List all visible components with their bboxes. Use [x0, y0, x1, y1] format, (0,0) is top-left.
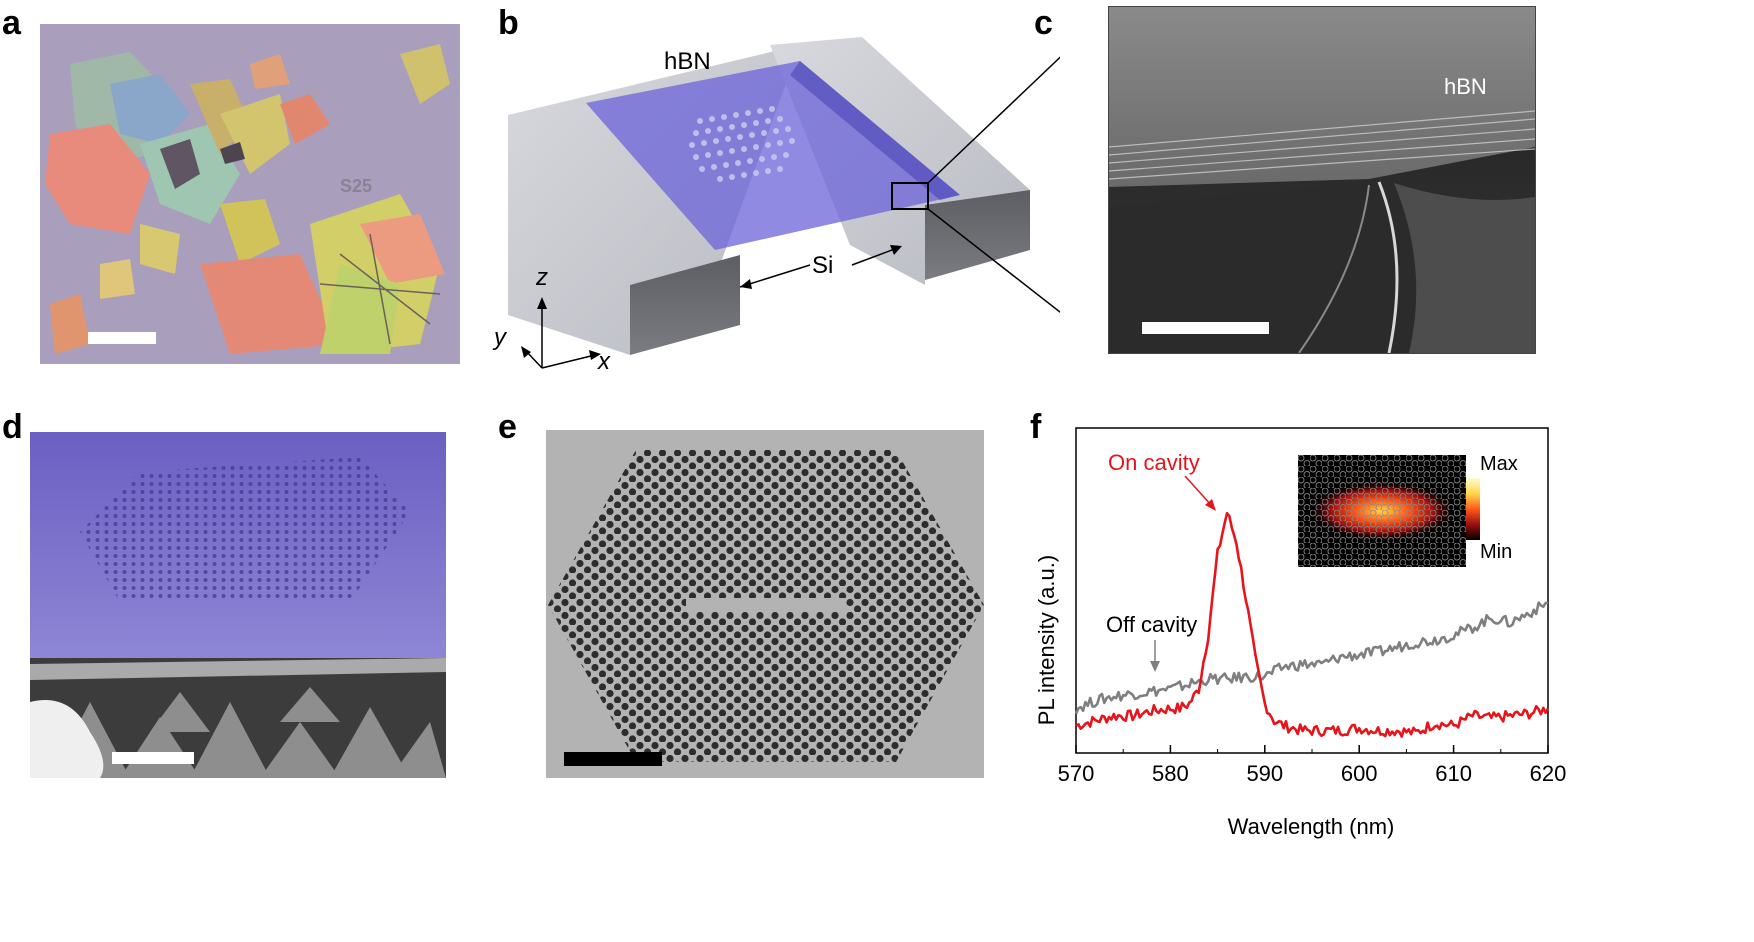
panel-a-optical-image: S25 [40, 24, 460, 364]
x-tick-label: 570 [1058, 761, 1095, 786]
panel-c-sem-image [1108, 6, 1536, 354]
off-cavity-label: Off cavity [1106, 612, 1198, 637]
x-tick-label: 610 [1435, 761, 1472, 786]
on-cavity-arrow [1184, 475, 1213, 507]
colorbar [1466, 478, 1480, 540]
x-tick-label: 580 [1152, 761, 1189, 786]
colorbar-min-label: Min [1480, 541, 1513, 563]
panel-f-letter: f [1030, 408, 1042, 446]
panel-e-scale-bar [564, 752, 662, 766]
x-tick-label: 620 [1530, 761, 1567, 786]
panel-c-hbn-label: hBN [1444, 74, 1487, 99]
panel-d-sem-image [30, 432, 446, 778]
series-line [1074, 601, 1549, 715]
panel-e-letter: e [498, 408, 517, 446]
on-cavity-arrowhead [1205, 499, 1216, 511]
panel-a-letter: a [2, 4, 21, 42]
panel-c-letter: c [1034, 4, 1053, 42]
series-layer [1074, 475, 1550, 738]
off-cavity-arrowhead [1150, 661, 1160, 672]
panel-c-scale-bar [1142, 322, 1269, 334]
on-cavity-label: On cavity [1108, 450, 1200, 475]
colorbar-max-label: Max [1480, 453, 1518, 475]
x-axis-label: Wavelength (nm) [1228, 814, 1395, 839]
panel-b-device-schematic [470, 4, 1116, 390]
series-on-cavity [1075, 511, 1550, 738]
series-line [1075, 511, 1550, 738]
panel-b-axis-y: y [494, 324, 506, 351]
panel-b-letter: b [498, 4, 519, 42]
panel-f-chart: 570 580 590 600 610 620 Wavelength (nm) PL in… [1034, 427, 1567, 839]
svg-text:S25: S25 [340, 176, 372, 196]
panel-e-sem-image [546, 430, 984, 778]
x-tick-label: 590 [1246, 761, 1283, 786]
panel-b-si-label: Si [812, 252, 834, 279]
panel-d-scale-bar [112, 752, 194, 764]
mode-profile-inset [1298, 455, 1466, 567]
ticks-layer: 570 580 590 600 610 620 [1058, 745, 1567, 786]
panel-b-axis-x: x [598, 348, 610, 375]
panel-b-hbn-label: hBN [664, 48, 711, 75]
panel-a-scale-bar [88, 332, 156, 344]
series-off-cavity [1074, 601, 1549, 715]
panel-b-axis-z: z [536, 264, 548, 291]
y-axis-label: PL intensity (a.u.) [1034, 555, 1059, 725]
zoom-box [891, 182, 929, 210]
annotations [1150, 475, 1216, 672]
x-tick-label: 600 [1341, 761, 1378, 786]
panel-d-letter: d [2, 408, 23, 446]
